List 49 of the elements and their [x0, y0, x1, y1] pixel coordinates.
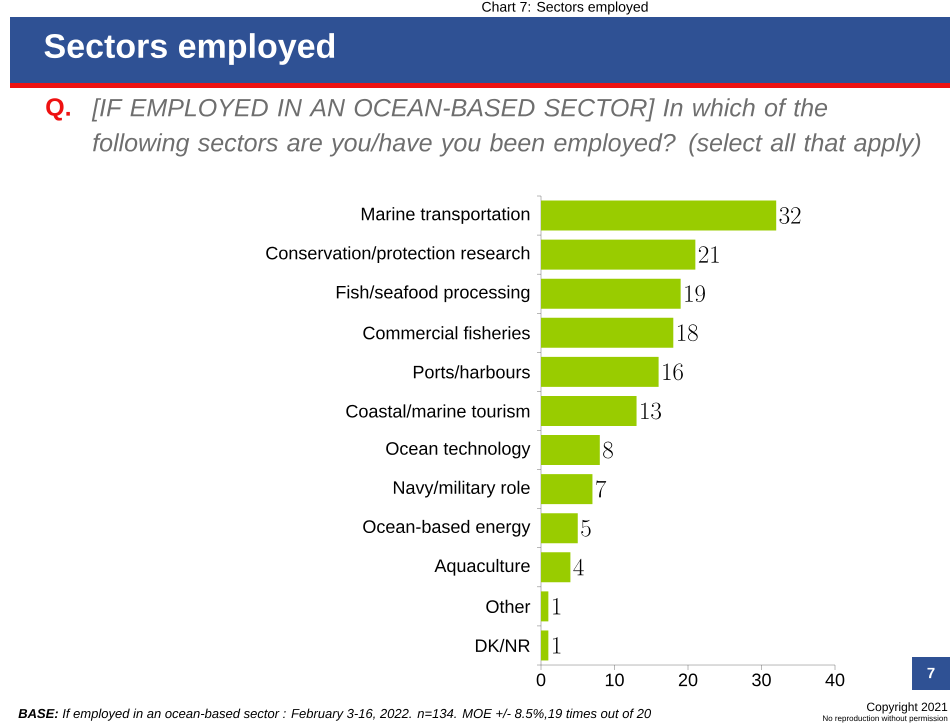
bar — [541, 435, 600, 466]
text: Q. — [46, 98, 70, 121]
y-tick-label: Other — [486, 600, 530, 613]
data-label: 21 — [698, 246, 719, 263]
bar — [541, 474, 592, 504]
x-tick-label: 0 — [536, 674, 546, 686]
bar — [541, 552, 570, 582]
y-tick-label: Ocean technology — [386, 442, 530, 458]
data-label: 4 — [573, 558, 584, 576]
data-label: 19 — [685, 285, 705, 302]
y-tick-label: DK/NR — [476, 638, 530, 652]
bar — [541, 356, 659, 387]
data-label: 18 — [678, 324, 698, 342]
y-tick-label: Conservation/protection research — [266, 246, 530, 264]
bar — [541, 240, 696, 270]
text: No reproduction without permission — [823, 715, 948, 723]
bar — [541, 396, 637, 426]
text: 7 — [927, 668, 935, 678]
y-tick-label: Aquaculture — [434, 558, 530, 576]
data-label: 5 — [581, 520, 591, 537]
data-label: 16 — [663, 363, 683, 380]
x-tick-label: 10 — [606, 674, 624, 686]
bar — [541, 278, 681, 309]
y-tick-label: Coastal/marine tourism — [346, 404, 530, 418]
data-label: 8 — [603, 442, 613, 458]
data-label: 1 — [553, 598, 560, 614]
text: Sectors employed — [44, 33, 334, 65]
x-tick-label: 30 — [752, 674, 771, 686]
data-label: 7 — [596, 480, 606, 498]
bar — [541, 513, 578, 544]
caption: Chart 7: Sectors employed — [482, 1, 648, 15]
chart-subtitle: [IF EMPLOYED IN AN OCEAN-BASED SECTOR] In which of the following sectors are you/have you been employed? (select all that apply) — [92, 98, 920, 156]
y-tick-label: Marine transportation — [362, 207, 530, 224]
y-tick-label: Commercial fisheries — [363, 326, 530, 340]
x-tick-label: 20 — [678, 674, 698, 686]
y-tick-label: Navy/military role — [394, 480, 530, 498]
data-label: 13 — [641, 402, 661, 420]
y-tick-label: Ocean-based energy — [363, 520, 530, 537]
bar — [541, 630, 548, 660]
y-tick-label: Fish/seafood processing — [336, 285, 530, 302]
bar — [541, 591, 548, 622]
text: BASE: If employed in an ocean-based sector : February 3-16, 2022. n=134. MOE +/- 8.5%,19 times out of 20 — [18, 708, 652, 721]
data-label: 32 — [780, 207, 800, 224]
text: Copyright 2021 — [867, 702, 948, 714]
bar — [541, 200, 776, 231]
y-tick-label: Ports/harbours — [414, 365, 530, 378]
bar — [541, 318, 674, 348]
data-label: 1 — [553, 637, 560, 654]
x-tick-label: 40 — [825, 674, 844, 686]
